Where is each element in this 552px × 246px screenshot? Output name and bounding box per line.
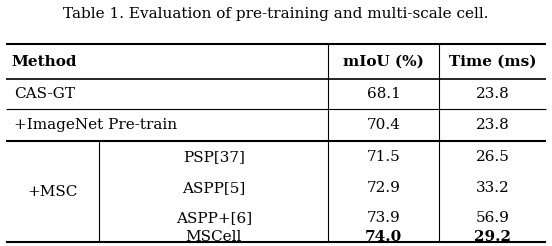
Text: Method: Method [11, 55, 77, 68]
Text: 72.9: 72.9 [367, 181, 401, 195]
Text: 74.0: 74.0 [365, 231, 402, 244]
Text: 56.9: 56.9 [476, 211, 509, 225]
Text: 68.1: 68.1 [367, 87, 401, 101]
Text: PSP[37]: PSP[37] [183, 151, 245, 164]
Text: 73.9: 73.9 [367, 211, 401, 225]
Text: 23.8: 23.8 [476, 119, 509, 132]
Text: 33.2: 33.2 [476, 181, 509, 195]
Text: 29.2: 29.2 [474, 231, 511, 244]
Text: 70.4: 70.4 [367, 119, 401, 132]
Text: +MSC: +MSC [27, 185, 78, 199]
Text: CAS-GT: CAS-GT [14, 87, 75, 101]
Text: ASPP[5]: ASPP[5] [182, 181, 246, 195]
Text: Table 1. Evaluation of pre-training and multi-scale cell.: Table 1. Evaluation of pre-training and … [63, 7, 489, 21]
Text: +ImageNet Pre-train: +ImageNet Pre-train [14, 119, 177, 132]
Text: mIoU (%): mIoU (%) [343, 55, 424, 68]
Text: 23.8: 23.8 [476, 87, 509, 101]
Text: 71.5: 71.5 [367, 151, 401, 164]
Text: Time (ms): Time (ms) [449, 55, 537, 68]
Text: MSCell: MSCell [185, 231, 242, 244]
Text: ASPP+[6]: ASPP+[6] [176, 211, 252, 225]
Text: 26.5: 26.5 [476, 151, 509, 164]
